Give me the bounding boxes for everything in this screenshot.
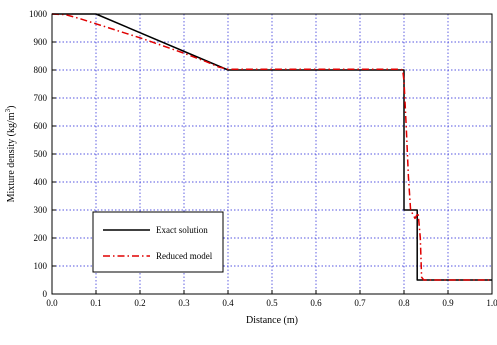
y-tick-label: 200 — [34, 233, 48, 243]
legend-label-exact-solution: Exact solution — [156, 225, 208, 235]
x-axis-title: Distance (m) — [246, 315, 298, 326]
x-tick-label: 0.3 — [178, 298, 190, 308]
y-tick-label: 0 — [43, 289, 48, 299]
legend-label-reduced-model: Reduced model — [156, 251, 213, 261]
y-tick-label: 400 — [34, 177, 48, 187]
y-axis-title-main: Mixture density (kg/m — [6, 112, 17, 202]
legend-box — [92, 211, 224, 273]
y-tick-label: 1000 — [29, 9, 48, 19]
y-tick-label: 500 — [34, 149, 48, 159]
x-tick-label: 0.6 — [310, 298, 322, 308]
y-axis-title-sup: 3 — [4, 108, 12, 112]
y-tick-label: 100 — [34, 261, 48, 271]
y-tick-label: 300 — [34, 205, 48, 215]
x-tick-label: 0.9 — [442, 298, 454, 308]
series-line-reduced-model — [51, 13, 492, 281]
y-tick-label: 800 — [34, 65, 48, 75]
x-tick-label: 0.5 — [266, 298, 278, 308]
tick-labels: 0.0 0.1 0.2 0.3 0.4 0.5 0.6 0.7 0.8 0.9 1.0 0 100 200… — [29, 9, 497, 308]
x-tick-label: 0.8 — [398, 298, 410, 308]
x-tick-label: 1.0 — [486, 298, 497, 308]
x-tick-label: 0.2 — [134, 298, 145, 308]
x-tick-label: 0.4 — [222, 298, 234, 308]
series-layer — [51, 13, 492, 281]
x-tick-label: 0.0 — [46, 298, 58, 308]
legend: Exact solution Reduced model — [92, 211, 224, 273]
x-tick-label: 0.7 — [354, 298, 366, 308]
series-line-exact-solution — [52, 13, 492, 281]
x-tick-label: 0.1 — [90, 298, 101, 308]
y-tick-label: 900 — [34, 37, 48, 47]
y-axis-title-tail: ) — [6, 106, 17, 109]
y-tick-label: 600 — [34, 121, 48, 131]
y-tick-label: 700 — [34, 93, 48, 103]
axis-ticks — [51, 13, 493, 295]
y-axis-title: Mixture density (kg/m3) — [4, 106, 17, 203]
